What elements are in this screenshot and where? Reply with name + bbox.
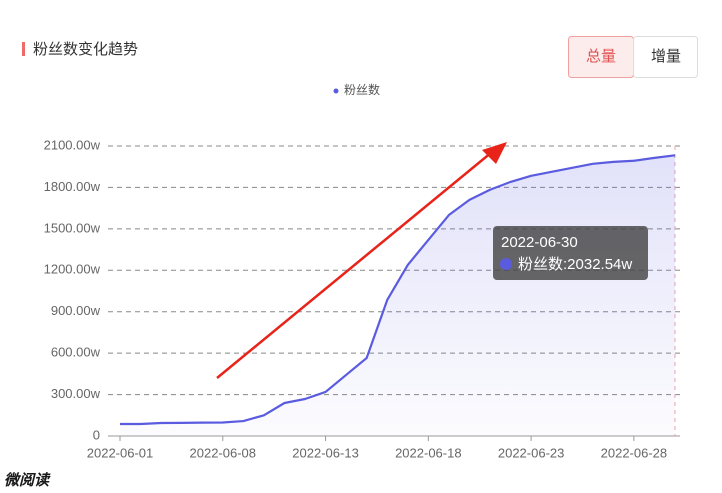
legend-label: 粉丝数 <box>344 82 380 97</box>
y-tick-label: 900.00w <box>51 303 101 318</box>
x-tick-label: 2022-06-23 <box>498 445 565 460</box>
x-tick-label: 2022-06-28 <box>601 445 668 460</box>
x-tick-label: 2022-06-13 <box>292 445 359 460</box>
x-tick-label: 2022-06-18 <box>395 445 462 460</box>
button-increment-label[interactable]: 增量 <box>651 48 681 65</box>
y-tick-label: 1800.00w <box>44 179 101 194</box>
plot: 0 300.00w 600.00w 900.00w 1200.00w 1500.00w 18… <box>44 82 680 460</box>
y-tick-label: 600.00w <box>51 345 101 360</box>
y-tick-label: 2100.00w <box>44 137 101 152</box>
watermark: 微阅读 <box>4 472 51 489</box>
section-title: 粉丝数变化趋势 <box>33 41 138 58</box>
line <box>120 154 676 426</box>
x-tick-label: 2022-06-08 <box>190 445 257 460</box>
arrow-shaft <box>216 151 493 379</box>
button-total-label[interactable]: 总量 <box>586 48 616 65</box>
y-tick-label: 1200.00w <box>44 262 101 277</box>
tooltip-box <box>493 226 648 280</box>
tooltip-marker <box>500 258 512 270</box>
y-tick-label: 0 <box>93 427 100 442</box>
y-tick-label: 1500.00w <box>44 220 101 235</box>
tooltip-text: 粉丝数:2032.54w <box>518 256 632 273</box>
tooltip-title: 2022-06-30 <box>501 234 578 251</box>
x-tick-label: 2022-06-01 <box>87 445 154 460</box>
button-increment[interactable] <box>633 36 698 78</box>
title-accent <box>22 42 25 56</box>
legend-marker <box>333 88 339 94</box>
area <box>120 155 675 436</box>
y-tick-label: 300.00w <box>51 386 101 401</box>
arrow-head <box>482 142 507 164</box>
